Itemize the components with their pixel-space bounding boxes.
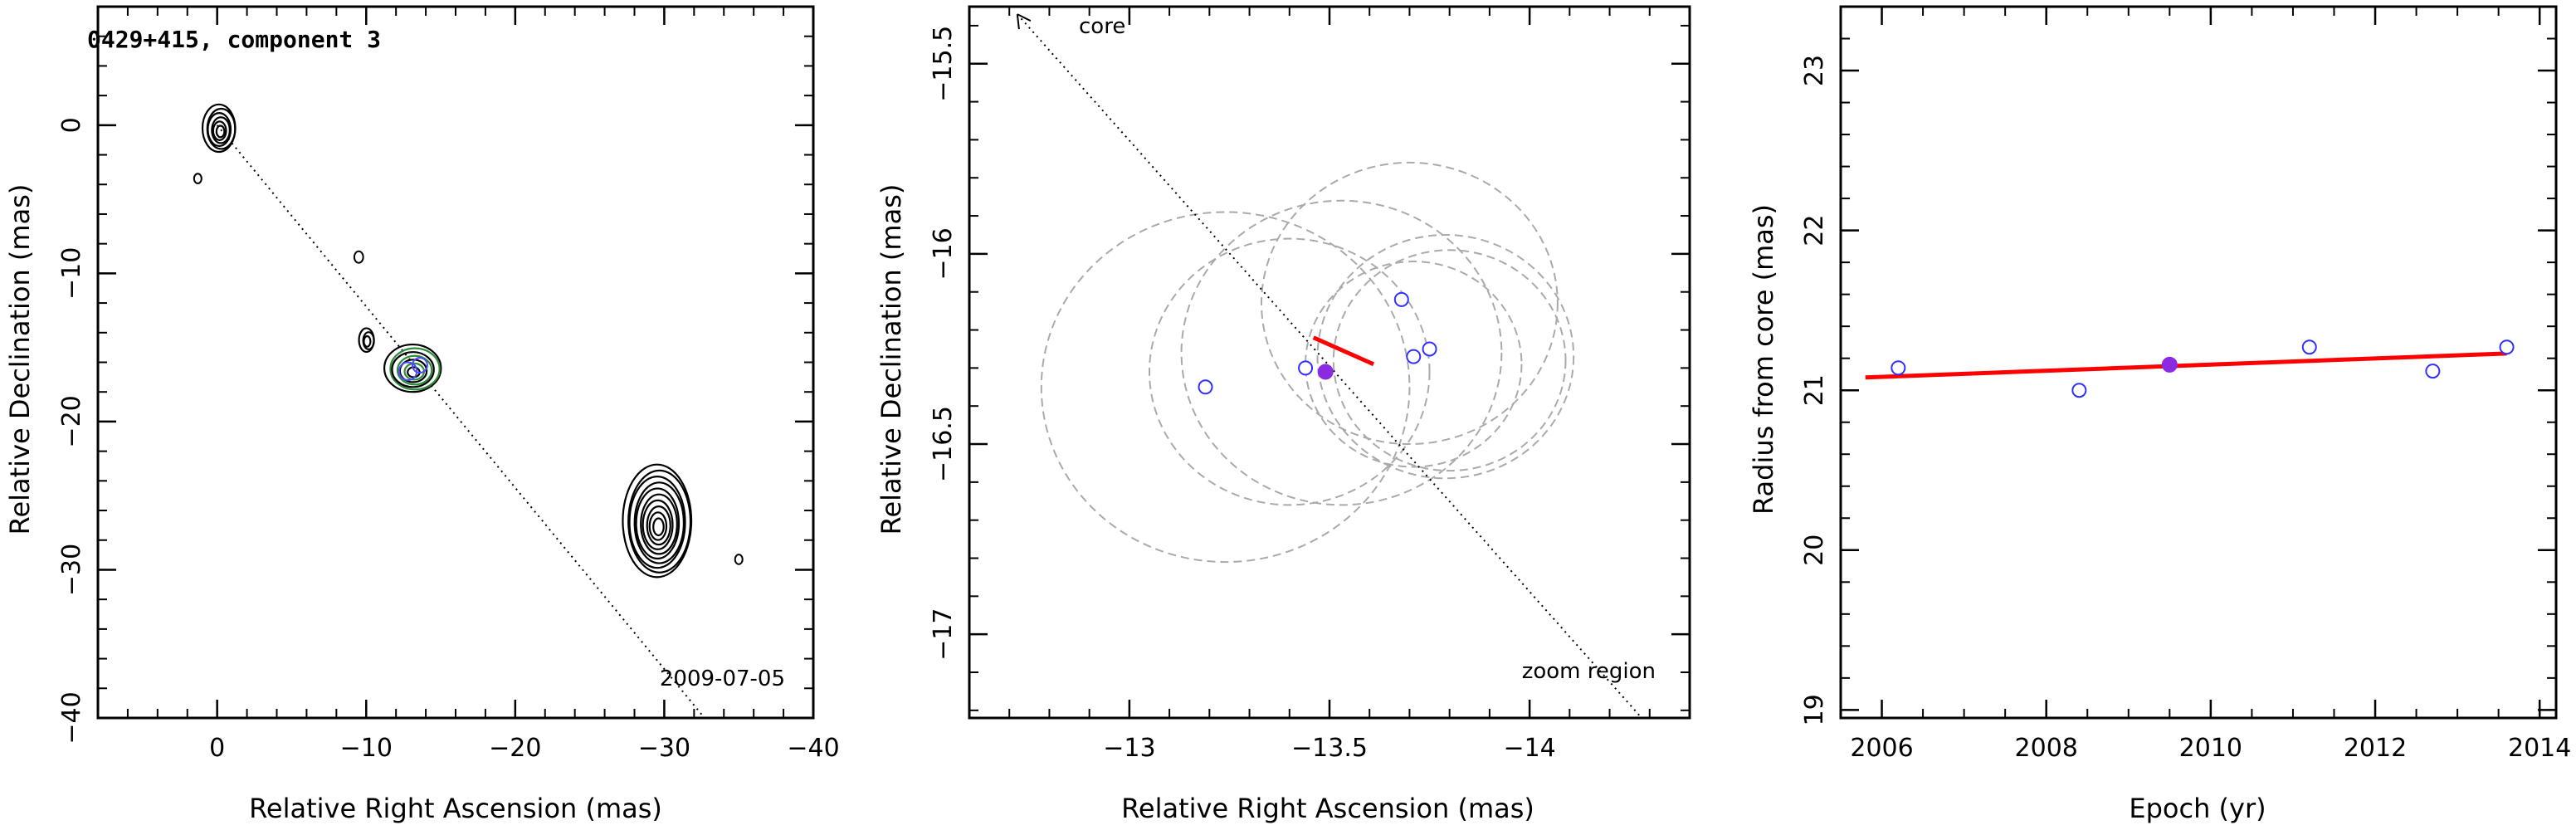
plot-frame bbox=[968, 5, 1691, 720]
left-y-axis-label: Relative Declination (mas) bbox=[4, 184, 36, 535]
x-tick-label: 2008 bbox=[2015, 734, 2078, 763]
chart-title: 0429+415, component 3 bbox=[87, 26, 381, 53]
radius-data-point bbox=[2301, 339, 2317, 355]
left-frame: 0 −10 −20 −30 −40 0 −10 −20 −30 −40 bbox=[57, 5, 840, 763]
x-tick-label: 2014 bbox=[2508, 734, 2571, 763]
left-plot-area bbox=[193, 103, 744, 719]
y-tick-label: −10 bbox=[57, 247, 86, 300]
position-error-circle bbox=[1149, 237, 1431, 506]
middle-plot-area bbox=[1016, 13, 1642, 718]
contour-knot bbox=[363, 334, 372, 348]
y-tick-label: 20 bbox=[1800, 535, 1829, 566]
zoom-region-label: zoom region bbox=[1522, 659, 1656, 684]
contour-outer-lobe bbox=[648, 511, 668, 541]
component-position-point bbox=[1406, 349, 1422, 364]
middle-y-axis-label: Relative Declination (mas) bbox=[876, 184, 907, 535]
small-contour bbox=[353, 250, 364, 264]
contour-outer-lobe bbox=[627, 469, 692, 574]
y-tick-label: −20 bbox=[57, 395, 86, 447]
x-tick-label: −13.5 bbox=[1291, 734, 1368, 763]
position-error-circle bbox=[1261, 161, 1559, 446]
x-tick-label: −40 bbox=[787, 734, 839, 763]
x-tick-label: −10 bbox=[340, 734, 393, 763]
x-tick-label: 2012 bbox=[2344, 734, 2407, 763]
middle-frame: −13 −13.5 −14 −15.5 −16 −16.5 −17 bbox=[929, 5, 1691, 763]
x-tick-label: 2006 bbox=[1850, 734, 1913, 763]
x-tick-label: −14 bbox=[1503, 734, 1555, 763]
middle-x-axis-label: Relative Right Ascension (mas) bbox=[1121, 793, 1534, 824]
contour-outer-lobe bbox=[633, 481, 685, 564]
x-tick-label: −20 bbox=[489, 734, 541, 763]
radius-data-point bbox=[2499, 339, 2515, 355]
contour-outer-lobe bbox=[642, 499, 674, 550]
contour-outer-lobe bbox=[628, 475, 686, 569]
component-position-point bbox=[1393, 291, 1409, 307]
contour-core bbox=[207, 111, 232, 148]
component-position-point bbox=[1298, 360, 1314, 376]
contour-outer-lobe bbox=[652, 517, 665, 537]
position-error-circle bbox=[1332, 249, 1567, 472]
y-tick-label: 0 bbox=[57, 117, 86, 133]
radius-data-point bbox=[2071, 383, 2087, 398]
motion-trend-segment bbox=[1312, 335, 1375, 367]
plot-frame bbox=[1839, 5, 2558, 720]
component-fit-circle bbox=[398, 361, 418, 381]
contour-component-3 bbox=[383, 343, 442, 393]
panel-left-image: 0 −10 −20 −30 −40 0 −10 −20 −30 −40 0429+415, com… bbox=[4, 5, 840, 824]
component-fit-circle bbox=[411, 357, 428, 374]
contour-core bbox=[212, 120, 227, 141]
middle-clipped-group bbox=[1016, 13, 1642, 718]
radius-fit-line bbox=[1865, 351, 2507, 380]
right-frame: 2006 2008 2010 2012 2014 19 20 21 22 23 bbox=[1800, 5, 2571, 763]
panel-middle-zoom: −13 −13.5 −14 −15.5 −16 −16.5 −17 core zoom re… bbox=[876, 5, 1691, 824]
contour-component-3 bbox=[389, 347, 441, 391]
date-label: 2009-07-05 bbox=[660, 666, 785, 691]
small-contour bbox=[193, 173, 202, 184]
panel-right-radius: 2006 2008 2010 2012 2014 19 20 21 22 23 Epoch (yr… bbox=[1748, 5, 2571, 824]
right-plot-area bbox=[1865, 339, 2515, 398]
core-label: core bbox=[1079, 14, 1125, 39]
y-tick-label: −16 bbox=[929, 227, 958, 280]
y-tick-label: −16.5 bbox=[929, 406, 958, 482]
contour-core bbox=[211, 116, 231, 144]
contour-outer-lobe bbox=[646, 505, 671, 546]
contour-component-3 bbox=[398, 359, 428, 383]
x-tick-label: 2010 bbox=[2179, 734, 2242, 763]
current-epoch-point bbox=[2161, 356, 2178, 373]
contour-outer-lobe bbox=[622, 463, 693, 579]
component-position-point bbox=[1422, 341, 1437, 357]
radius-data-point bbox=[2425, 364, 2441, 379]
small-contour bbox=[734, 554, 744, 565]
x-tick-label: −30 bbox=[638, 734, 690, 763]
contour-outer-lobe bbox=[635, 487, 681, 560]
left-x-axis-label: Relative Right Ascension (mas) bbox=[249, 793, 662, 824]
y-tick-label: 19 bbox=[1800, 694, 1829, 725]
position-error-circle bbox=[1305, 261, 1523, 468]
contour-core bbox=[215, 124, 226, 139]
current-epoch-point bbox=[1317, 364, 1334, 380]
x-tick-label: −13 bbox=[1103, 734, 1155, 763]
core-arrowhead bbox=[1016, 13, 1032, 30]
component-position-point bbox=[1198, 379, 1213, 395]
contour-outer-lobe bbox=[640, 493, 678, 555]
radius-data-point bbox=[1891, 360, 1906, 376]
x-tick-label: 0 bbox=[209, 734, 225, 763]
y-tick-label: 23 bbox=[1800, 55, 1829, 86]
position-error-circle bbox=[1316, 233, 1575, 480]
right-x-axis-label: Epoch (yr) bbox=[2129, 793, 2266, 824]
y-tick-label: 22 bbox=[1800, 215, 1829, 247]
right-y-axis-label: Radius from core (mas) bbox=[1748, 204, 1779, 515]
contour-component-3 bbox=[396, 354, 433, 386]
y-tick-label: −40 bbox=[57, 691, 86, 744]
position-error-circle bbox=[1040, 211, 1411, 564]
y-tick-label: −17 bbox=[929, 608, 958, 661]
jet-axis-line bbox=[216, 124, 705, 719]
y-tick-label: 21 bbox=[1800, 374, 1829, 406]
y-tick-label: −15.5 bbox=[929, 26, 958, 102]
y-tick-label: −30 bbox=[57, 544, 86, 596]
position-error-circle bbox=[1180, 199, 1503, 506]
contour-component-3 bbox=[391, 351, 435, 388]
